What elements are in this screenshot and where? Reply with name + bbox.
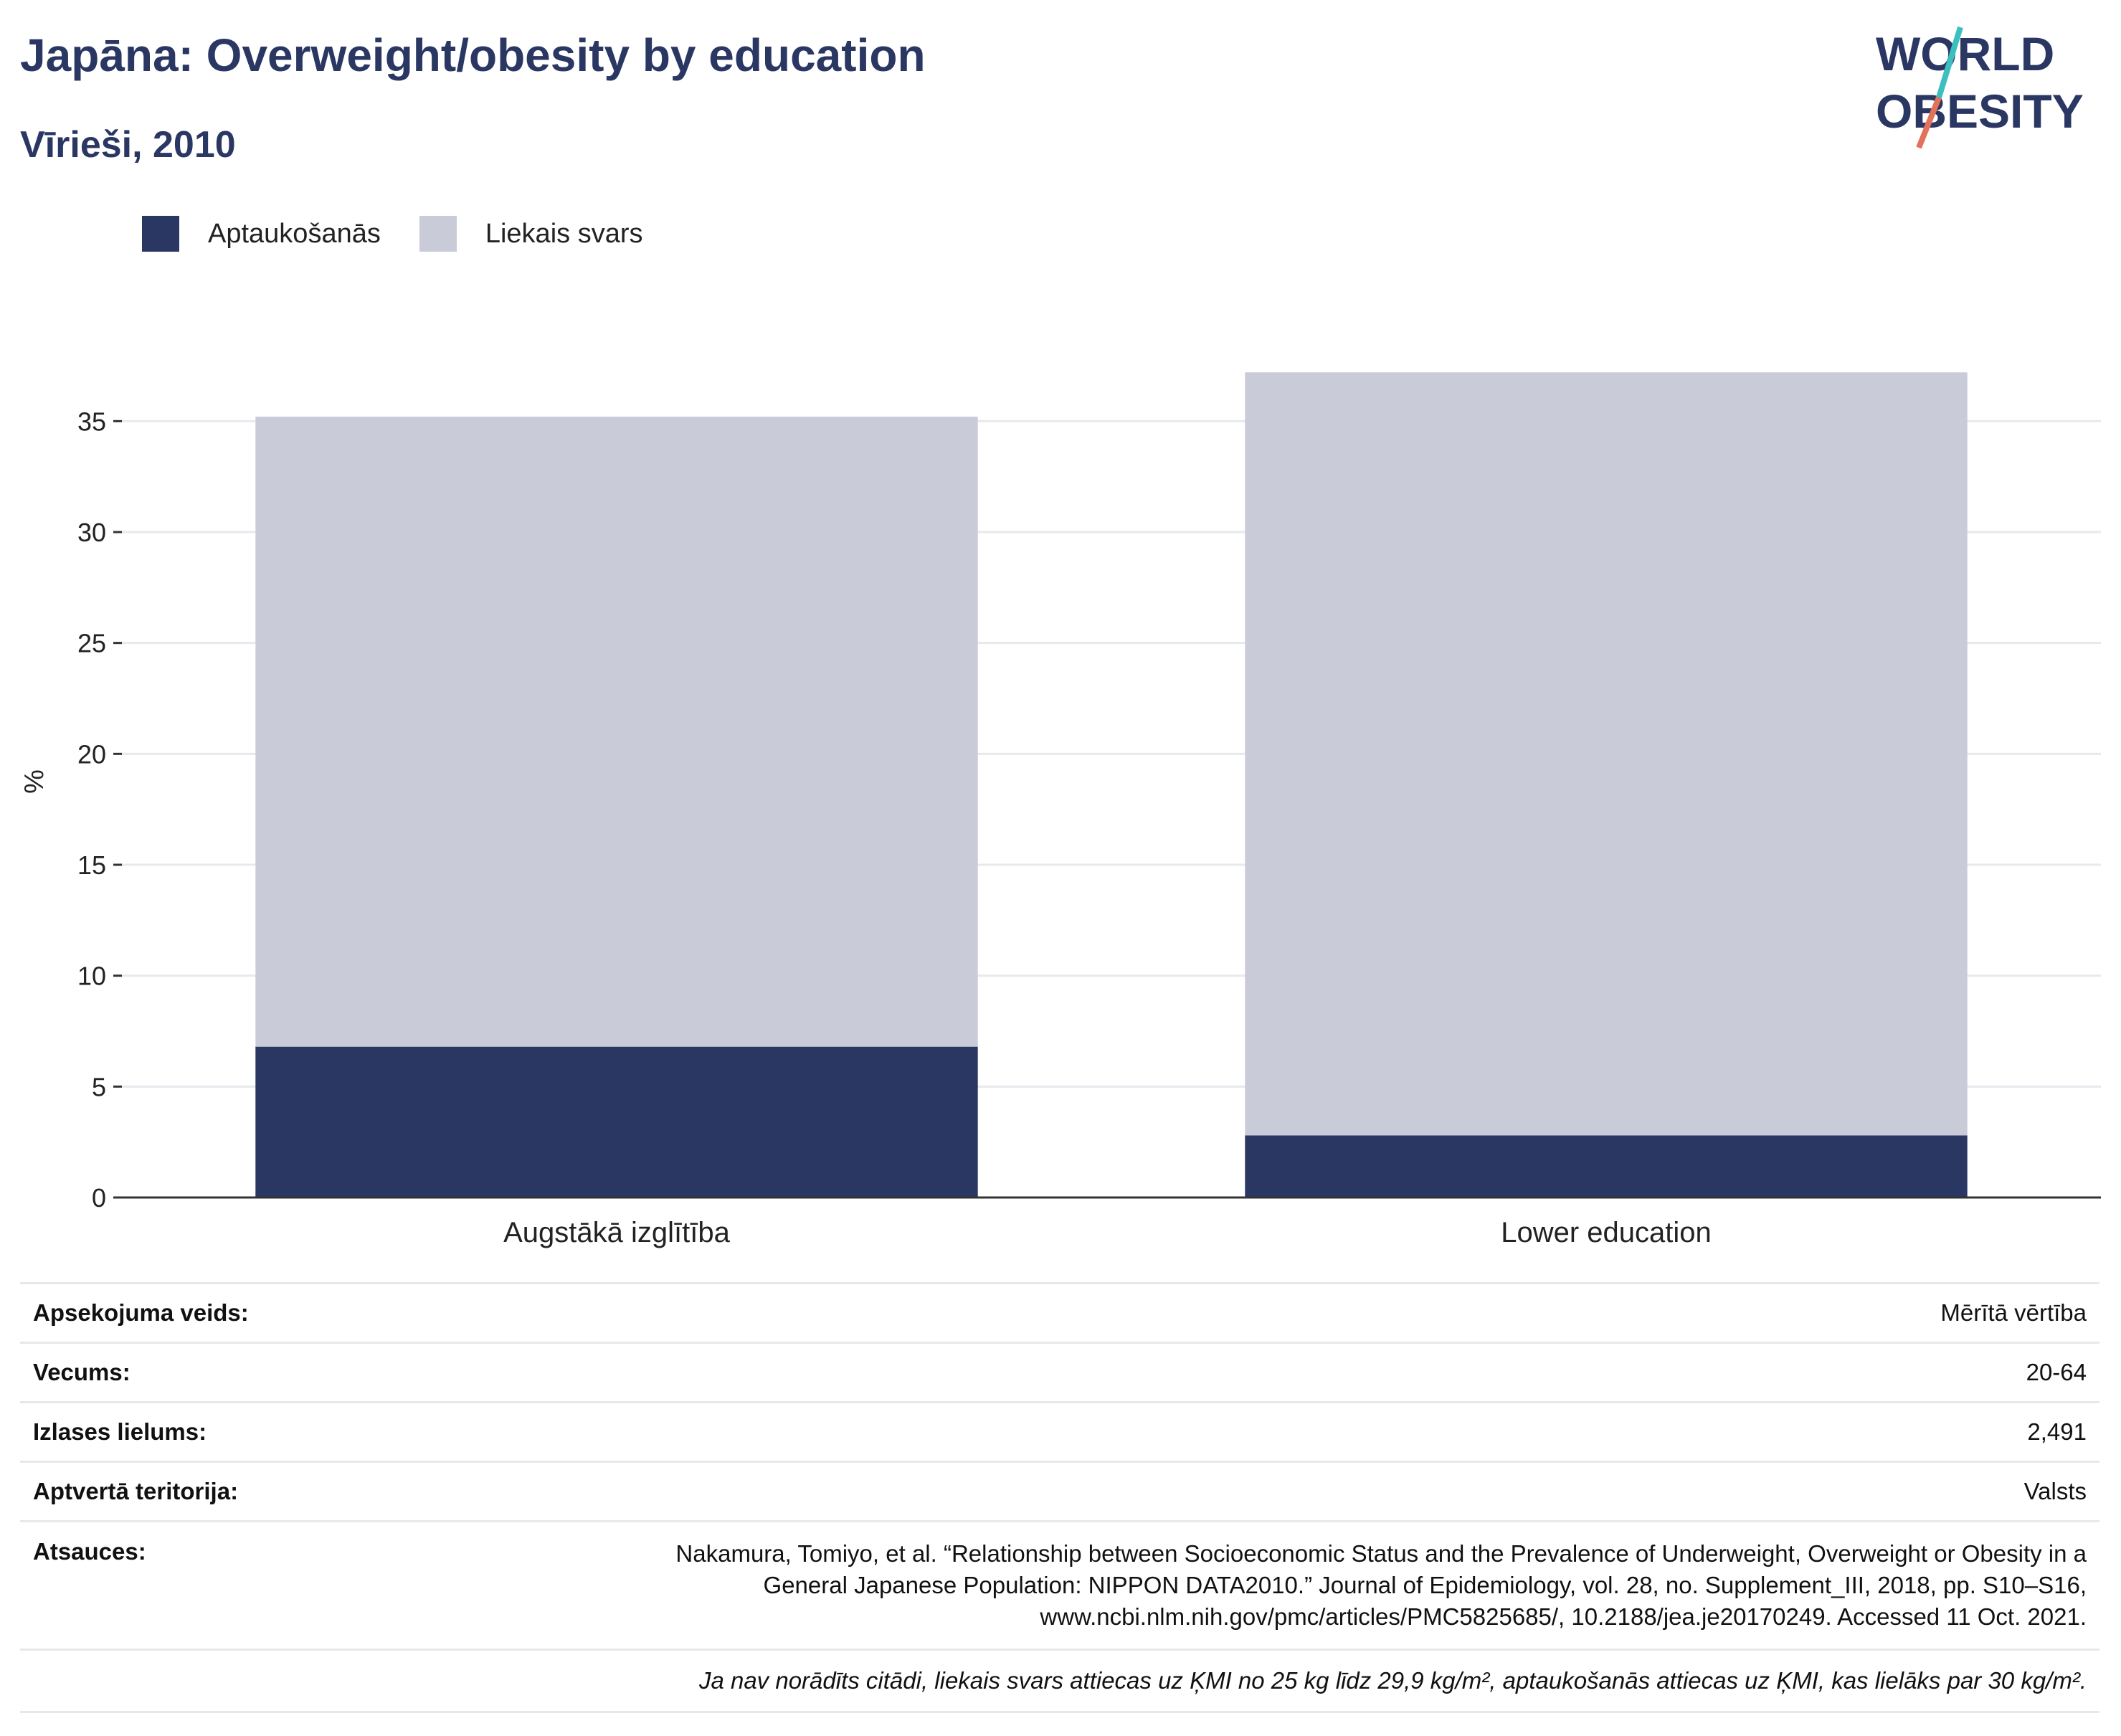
references-line-1: Nakamura, Tomiyo, et al. “Relationship b… — [675, 1540, 2087, 1567]
survey-type-label: Apsekojuma veids: — [33, 1299, 249, 1326]
world-obesity-logo: WORLD OBESITY — [1876, 26, 2084, 149]
x-tick-label: Lower education — [1501, 1217, 1712, 1248]
info-row-survey-type: Apsekojuma veids: Mērītā vērtība — [20, 1282, 2099, 1342]
y-axis-label: % — [19, 769, 49, 794]
svg-text:WORLD: WORLD — [1876, 27, 2054, 80]
page-title: Japāna: Overweight/obesity by education — [20, 29, 926, 81]
info-row-references: Atsauces: Nakamura, Tomiyo, et al. “Rela… — [20, 1520, 2099, 1649]
legend-label-obesity: Aptaukošanās — [208, 218, 381, 249]
svg-text:OBESITY: OBESITY — [1876, 85, 2084, 138]
age-value: 20-64 — [2026, 1359, 2087, 1385]
legend-swatch-obesity — [142, 216, 179, 252]
y-tick-label: 0 — [92, 1183, 106, 1213]
bar-obesity — [1245, 1135, 1968, 1197]
survey-type-value: Mērītā vērtība — [1940, 1299, 2087, 1326]
definition-note: Ja nav norādīts citādi, liekais svars at… — [20, 1649, 2099, 1713]
bar-overweight — [1245, 372, 1968, 1136]
references-label: Atsauces: — [33, 1538, 146, 1565]
stacked-bar-chart: 0 5 10 15 20 25 30 35% Augstākā izglītība Lower e… — [19, 372, 2101, 1248]
y-tick-label: 25 — [77, 629, 106, 658]
x-tick-label: Augstākā izglītība — [503, 1217, 730, 1248]
references-line-3: www.ncbi.nlm.nih.gov/pmc/articles/PMC582… — [1040, 1603, 2087, 1630]
legend-swatch-overweight — [419, 216, 457, 252]
references-line-2: General Japanese Population: NIPPON DATA… — [763, 1572, 2087, 1598]
info-row-coverage: Aptvertā teritorija: Valsts — [20, 1461, 2099, 1520]
info-row-age: Vecums: 20-64 — [20, 1342, 2099, 1401]
y-tick-label: 35 — [77, 407, 106, 436]
legend-label-overweight: Liekais svars — [485, 218, 643, 249]
coverage-value: Valsts — [2023, 1478, 2087, 1504]
y-tick-label: 15 — [77, 850, 106, 880]
page-subtitle: Vīrieši, 2010 — [20, 124, 236, 166]
y-tick-label: 30 — [77, 518, 106, 547]
legend-item-obesity[interactable]: Aptaukošanās — [142, 216, 381, 252]
age-label: Vecums: — [33, 1359, 131, 1385]
coverage-label: Aptvertā teritorija: — [33, 1478, 239, 1504]
sample-size-label: Izlases lielums: — [33, 1418, 207, 1445]
info-table: Apsekojuma veids: Mērītā vērtība Vecums:… — [20, 1282, 2099, 1713]
chart-legend: Aptaukošanās Liekais svars — [142, 212, 681, 255]
bar-obesity — [255, 1046, 978, 1197]
bar-overweight — [255, 417, 978, 1047]
info-row-sample-size: Izlases lielums: 2,491 — [20, 1401, 2099, 1461]
y-tick-label: 5 — [92, 1072, 106, 1101]
y-tick-label: 10 — [77, 962, 106, 991]
sample-size-value: 2,491 — [2027, 1418, 2087, 1445]
y-tick-label: 20 — [77, 739, 106, 769]
legend-item-overweight[interactable]: Liekais svars — [419, 216, 643, 252]
references-value: Nakamura, Tomiyo, et al. “Relationship b… — [437, 1538, 2087, 1633]
